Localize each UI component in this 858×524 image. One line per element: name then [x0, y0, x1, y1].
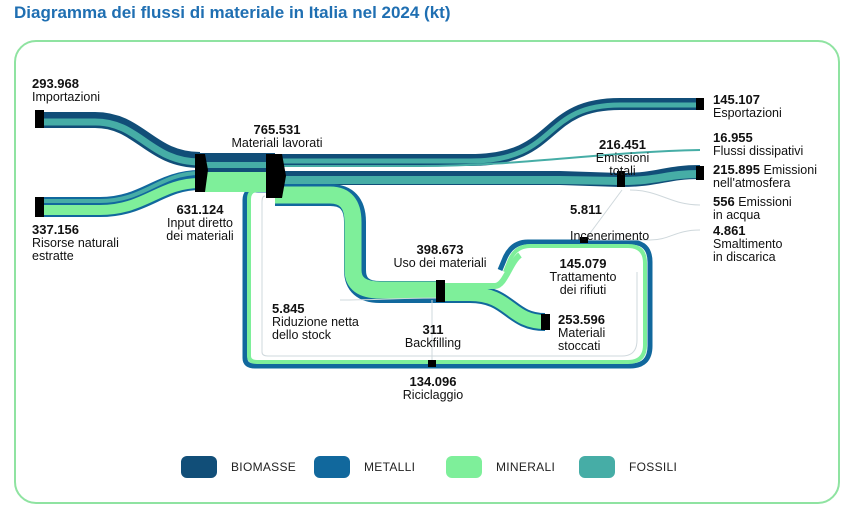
flow-importazioni-fossili [40, 118, 201, 166]
flow-stoccati-minerali [440, 287, 546, 329]
label-trattamento: 145.079 Trattamento dei rifiuti [549, 256, 617, 297]
flow-trattamento [440, 252, 523, 289]
legend-item-biomasse: BIOMASSE [181, 455, 296, 479]
legend-label-minerali: MINERALI [496, 460, 556, 474]
flow-input-to-lavorati-fossili [200, 162, 275, 168]
flow-incenerimento [584, 189, 623, 241]
node-riciclaggio [428, 360, 436, 367]
node-incenerimento [580, 237, 588, 243]
node-risorse [35, 197, 44, 217]
flow-esportazioni-fossili [275, 102, 700, 164]
node-importazioni [35, 110, 44, 128]
node-input-diretto [195, 154, 208, 192]
legend-item-minerali: MINERALI [446, 455, 555, 479]
flow-uso-materiali-minerali [275, 186, 440, 299]
legend-label-fossili: FOSSILI [629, 460, 678, 474]
flow-emissioni-acqua [629, 189, 701, 206]
recycling-loop-thin [261, 195, 638, 357]
label-backfilling: 311 Backfilling [404, 322, 462, 350]
node-uso-materiali [436, 280, 445, 302]
legend-swatch-minerali [446, 456, 482, 478]
label-riciclaggio: 134.096 Riciclaggio [402, 374, 464, 402]
flow-risorse-minerali [40, 178, 201, 215]
node-emissioni-totali [617, 171, 625, 187]
node-esportazioni [696, 98, 704, 110]
label-risorse: 337.156 Risorse naturali estratte [32, 222, 119, 263]
flow-input-to-lavorati-minerali [200, 172, 275, 192]
label-emissioni-totali: 216.451 Emissioni totali [595, 137, 650, 178]
flow-smaltimento [585, 229, 701, 241]
node-emissioni-atmosfera [696, 166, 704, 180]
label-smaltimento: 4.861 Smaltimento in discarica [713, 223, 783, 264]
label-input-diretto: 631.124 Input diretto dei materiali [166, 202, 234, 243]
label-uso-materiali: 398.673 Uso dei materiali [393, 242, 487, 270]
label-emissioni-atmosfera: 215.895 Emissioni nell'atmosfera [713, 162, 817, 190]
legend-swatch-biomasse [181, 456, 217, 478]
flow-riduzione-stock [339, 297, 441, 301]
legend-label-metalli: METALLI [364, 460, 416, 474]
label-riduzione: 5.845 Riduzione netta dello stock [272, 301, 359, 342]
legend-swatch-fossili [579, 456, 615, 478]
flow-dissipativi [275, 149, 701, 167]
recycling-loop-inner [247, 188, 647, 364]
page-title: Diagramma dei flussi di materiale in Ita… [14, 3, 451, 22]
legend-swatch-metalli [314, 456, 350, 478]
node-stoccati [541, 314, 550, 330]
node-materiali-lavorati [266, 154, 286, 198]
legend-item-metalli: METALLI [314, 455, 415, 479]
label-flussi-dissipativi: 16.955 Flussi dissipativi [713, 130, 804, 158]
label-esportazioni: 145.107 Esportazioni [713, 92, 782, 120]
legend-item-fossili: FOSSILI [579, 455, 677, 479]
label-incenerimento: 5.811 Incenerimento [570, 202, 650, 243]
flow-risorse-fossili [40, 171, 201, 203]
label-stoccati: 253.596 Materiali stoccati [558, 312, 606, 353]
diagram-frame [14, 40, 840, 504]
label-materiali-lavorati: 765.531 Materiali lavorati [231, 122, 323, 150]
label-emissioni-acqua: 556 Emissioni in acqua [713, 194, 792, 222]
legend-label-biomasse: BIOMASSE [231, 460, 297, 474]
recycling-loop-outer [242, 187, 653, 369]
label-importazioni: 293.968 Importazioni [32, 76, 101, 104]
